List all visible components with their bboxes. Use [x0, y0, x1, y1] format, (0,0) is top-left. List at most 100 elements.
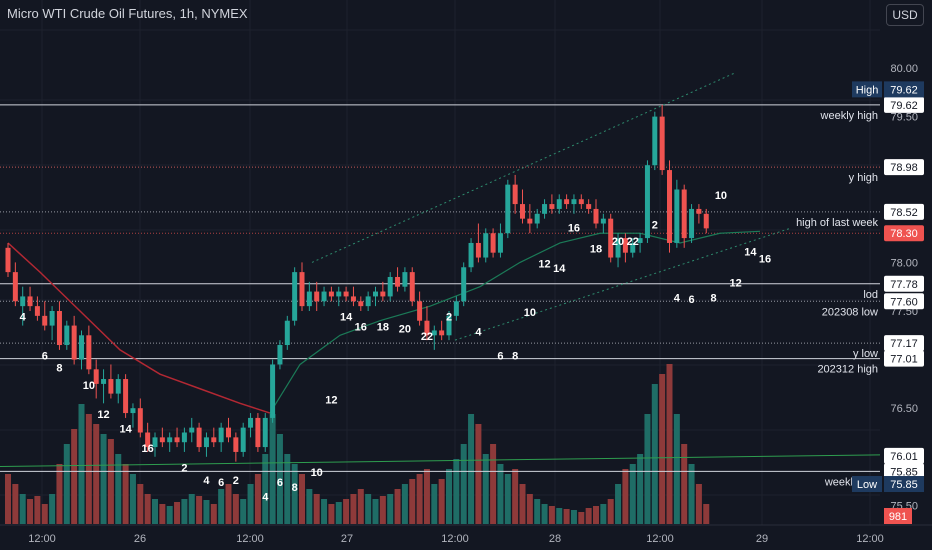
volume-bar: [695, 484, 702, 524]
candle-body: [505, 184, 511, 234]
candle-body: [321, 291, 327, 302]
current-price-tag: [884, 225, 924, 242]
volume-bar: [468, 414, 475, 524]
hour-annotation: 10: [715, 190, 727, 202]
candle-body: [644, 165, 650, 239]
volume-bar: [365, 494, 372, 524]
volume-bar: [556, 508, 563, 524]
volume-bar: [387, 494, 394, 524]
volume-bar: [49, 494, 56, 524]
volume-bar: [63, 444, 70, 524]
level-price-tag: [884, 293, 924, 310]
volume-bar: [563, 509, 570, 524]
hour-annotation: 6: [497, 351, 503, 363]
low-badge-price: 75.85: [890, 479, 918, 491]
volume-bar: [78, 404, 85, 524]
volume-bar: [394, 489, 401, 524]
candle-body: [350, 296, 356, 302]
candle-body: [534, 213, 540, 224]
volume-bar: [446, 469, 452, 524]
volume-bar: [254, 474, 261, 524]
price-tick-label: 78.00: [890, 257, 918, 269]
candle-body: [483, 233, 489, 258]
candle-body: [42, 315, 48, 326]
candle-body: [600, 218, 606, 224]
volume-bar: [284, 454, 291, 524]
volume-bar: [262, 454, 269, 524]
volume-bar: [240, 499, 247, 524]
candle-body: [681, 189, 687, 239]
volume-bar: [181, 499, 188, 524]
level-price-tag-text: 79.62: [890, 100, 918, 112]
level-label: y high: [849, 172, 878, 184]
volume-bar: [56, 464, 63, 524]
level-price-tag-bg: [884, 96, 924, 113]
volume-bar: [681, 444, 688, 524]
volume-bar: [276, 434, 283, 524]
long-trend-line: [0, 454, 881, 468]
candles-layer: [5, 104, 709, 462]
candle-body: [424, 320, 430, 336]
low-badge-bg: [852, 476, 882, 493]
time-tick-label: 12:00: [236, 533, 264, 545]
volume-bar: [357, 489, 364, 524]
level-price-tag-bg: [884, 350, 924, 367]
hour-annotation: 4: [20, 312, 27, 324]
volume-bar: [122, 464, 129, 524]
volume-bar: [637, 454, 644, 524]
level-price-tag: [884, 275, 924, 292]
volume-bar: [137, 484, 144, 524]
volume-bar: [269, 414, 276, 524]
hour-annotation: 14: [340, 312, 353, 324]
hour-annotation: 16: [355, 321, 367, 333]
volume-bar: [585, 508, 592, 524]
candle-body: [262, 417, 268, 448]
candle-body: [159, 437, 165, 443]
candle-body: [387, 276, 393, 297]
candle-body: [64, 325, 70, 346]
candle-body: [145, 432, 151, 448]
volume-bar: [482, 454, 489, 524]
volume-bar: [218, 489, 225, 524]
candle-body: [115, 379, 121, 394]
volume-bar: [350, 494, 357, 524]
candle-body: [314, 291, 320, 302]
candle-body: [284, 320, 290, 346]
candle-body: [167, 437, 173, 443]
candle-body: [292, 272, 298, 321]
time-tick-label: 12:00: [856, 533, 884, 545]
level-price-tag-text: 78.98: [890, 162, 918, 174]
volume-bar: [115, 454, 122, 524]
volume-bar: [107, 439, 114, 524]
low-badge-label: Low: [857, 479, 877, 491]
level-price-tag-bg: [884, 463, 924, 480]
candle-body: [27, 296, 33, 307]
candle-body: [512, 184, 518, 205]
high-badge-price: 79.62: [890, 84, 918, 96]
volume-bar: [27, 499, 34, 524]
currency-button[interactable]: USD: [886, 4, 924, 26]
volume-bar: [321, 499, 328, 524]
volume-bar: [313, 494, 320, 524]
level-price-tag-text: 77.01: [890, 354, 918, 366]
hour-annotation: 14: [744, 247, 757, 259]
level-label: high of last week: [796, 217, 878, 229]
volume-bar: [19, 494, 26, 524]
level-price-tag-bg: [884, 335, 924, 352]
candle-body: [497, 233, 503, 253]
level-price-tag: [884, 96, 924, 113]
hour-annotation: 8: [512, 351, 518, 363]
time-tick-label: 27: [341, 533, 353, 545]
candle-body: [306, 291, 312, 307]
candle-body: [571, 199, 577, 205]
candle-body: [343, 291, 349, 297]
low-badge-price-bg: [884, 476, 924, 493]
hour-annotation: 20: [399, 323, 411, 335]
volume-bar: [666, 364, 673, 524]
candle-body: [277, 345, 283, 365]
volume-bar: [291, 464, 298, 524]
volume-bar: [12, 484, 19, 524]
high-badge-price-bg: [884, 81, 924, 98]
candle-body: [34, 306, 40, 316]
